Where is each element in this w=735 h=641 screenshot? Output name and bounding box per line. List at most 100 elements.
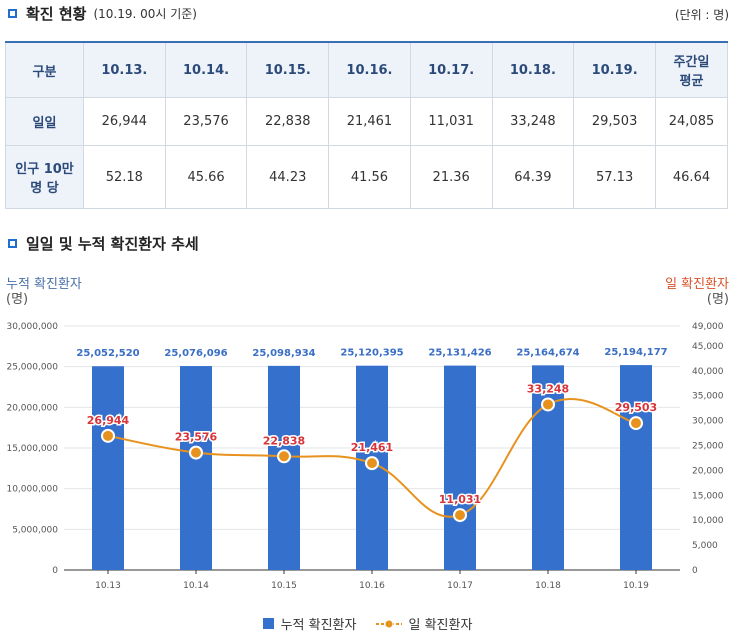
x-tick-label: 10.16 <box>359 581 385 591</box>
daily-point <box>541 397 555 412</box>
bar-data-label: 25,131,426 <box>428 348 491 359</box>
left-tick-label: 20,000,000 <box>6 403 58 413</box>
line-data-label: 11,031 <box>439 493 481 506</box>
x-tick-label: 10.18 <box>535 581 561 591</box>
line-data-label: 26,944 <box>87 414 130 427</box>
daily-point <box>453 508 467 523</box>
right-tick-label: 15,000 <box>692 491 724 501</box>
daily-point <box>189 445 203 460</box>
x-tick-label: 10.17 <box>447 581 473 591</box>
table-cell: 46.64 <box>655 145 728 209</box>
x-tick-label: 10.14 <box>183 581 209 591</box>
right-tick-label: 40,000 <box>692 367 724 377</box>
x-tick-label: 10.13 <box>95 581 121 591</box>
bar-cumulative <box>268 365 300 570</box>
table-header-row: 구분 10.13. 10.14. 10.15. 10.16. 10.17. 10.18. 10… <box>5 41 728 98</box>
daily-point <box>365 456 379 471</box>
table-header-cell: 주간일 평균 <box>655 41 728 98</box>
legend-line-swatch <box>376 619 403 628</box>
legend-label-daily: 일 확진환자 <box>408 618 473 633</box>
bar-data-label: 25,120,395 <box>340 348 403 359</box>
section-square-icon <box>8 239 17 248</box>
table-header-cell: 10.13. <box>83 41 166 98</box>
x-tick-label: 10.15 <box>271 581 297 591</box>
left-tick-label: 25,000,000 <box>6 363 58 373</box>
section-square-icon <box>8 9 17 18</box>
left-tick-label: 0 <box>52 566 58 576</box>
right-tick-label: 0 <box>692 566 698 576</box>
status-section-title: 확진 현황 (10.19. 00시 기준) <box>8 3 197 24</box>
line-data-label: 33,248 <box>527 382 569 395</box>
bar-cumulative <box>620 365 652 570</box>
table-cell: 44.23 <box>246 145 330 209</box>
right-tick-label: 30,000 <box>692 417 724 427</box>
table-header-label: 구분 <box>5 41 84 98</box>
bar-data-label: 25,098,934 <box>252 348 315 359</box>
status-table: 구분 10.13. 10.14. 10.15. 10.16. 10.17. 10.18. 10… <box>5 41 728 209</box>
line-data-label: 29,503 <box>615 401 657 414</box>
bar-data-label: 25,052,520 <box>76 348 139 359</box>
chart-section-title: 일일 및 누적 확진환자 추세 <box>8 233 199 254</box>
table-row-label: 일일 <box>5 97 84 146</box>
table-cell: 21.36 <box>409 145 493 209</box>
table-header-cell: 10.17. <box>409 41 493 98</box>
legend-item-cumulative[interactable]: 누적 확진환자 <box>262 614 357 633</box>
status-title: 확진 현황 <box>26 5 87 23</box>
table-cell: 21,461 <box>328 97 411 146</box>
table-cell: 23,576 <box>164 97 248 146</box>
table-cell: 29,503 <box>573 97 656 146</box>
right-axis-title-text: 일 확진환자 <box>665 277 729 292</box>
x-tick-label: 10.19 <box>623 581 649 591</box>
table-cell: 41.56 <box>328 145 411 209</box>
right-tick-label: 20,000 <box>692 466 724 476</box>
table-header-cell: 10.18. <box>491 41 575 98</box>
line-data-label: 22,838 <box>263 434 305 447</box>
bar-data-label: 25,164,674 <box>516 347 579 358</box>
left-axis-unit: (명) <box>6 292 29 307</box>
table-header-cell: 10.19. <box>573 41 656 98</box>
left-tick-label: 30,000,000 <box>6 322 58 332</box>
unit-label: (단위 : 명) <box>674 8 729 22</box>
right-tick-label: 10,000 <box>692 516 724 526</box>
table-cell: 52.18 <box>83 145 166 209</box>
bar-cumulative <box>92 366 124 570</box>
daily-point <box>629 416 643 431</box>
left-axis-title: 누적 확진환자 (명) <box>6 277 82 307</box>
legend-label-cumulative: 누적 확진환자 <box>280 618 357 633</box>
right-tick-label: 35,000 <box>692 392 724 402</box>
daily-point <box>277 449 291 464</box>
bar-data-label: 25,194,177 <box>604 347 667 358</box>
bar-cumulative <box>532 365 564 570</box>
right-tick-label: 5,000 <box>692 541 718 551</box>
right-tick-label: 25,000 <box>692 442 724 452</box>
chart-title: 일일 및 누적 확진환자 추세 <box>26 235 199 253</box>
right-tick-label: 49,000 <box>692 322 724 332</box>
table-row: 일일 26,944 23,576 22,838 21,461 11,031 33,248 29… <box>5 97 728 146</box>
right-axis-title: 일 확진환자 (명) <box>665 277 729 307</box>
table-cell: 57.13 <box>573 145 656 209</box>
left-tick-label: 15,000,000 <box>6 444 58 454</box>
bar-cumulative <box>180 366 212 570</box>
bar-cumulative <box>444 365 476 570</box>
legend-bar-swatch <box>262 618 274 629</box>
line-data-label: 23,576 <box>175 431 218 444</box>
table-cell: 22,838 <box>246 97 330 146</box>
table-cell: 45.66 <box>164 145 248 209</box>
table-row: 인구 10만 명 당 52.18 45.66 44.23 41.56 21.36 64.39… <box>5 145 728 209</box>
table-cell: 24,085 <box>655 97 728 146</box>
left-tick-label: 5,000,000 <box>12 525 58 535</box>
daily-point <box>101 428 115 443</box>
table-row-label: 인구 10만 명 당 <box>5 145 84 209</box>
line-data-label: 21,461 <box>351 441 393 454</box>
status-basis: (10.19. 00시 기준) <box>93 7 197 21</box>
left-axis-title-text: 누적 확진환자 <box>6 277 82 292</box>
table-cell: 64.39 <box>491 145 575 209</box>
legend-item-daily[interactable]: 일 확진환자 <box>376 614 472 633</box>
table-cell: 26,944 <box>83 97 166 146</box>
right-axis-unit: (명) <box>706 292 729 307</box>
left-tick-label: 10,000,000 <box>6 485 58 495</box>
bar-data-label: 25,076,096 <box>164 348 227 359</box>
right-tick-label: 45,000 <box>692 342 724 352</box>
chart-legend: 누적 확진환자 일 확진환자 <box>0 614 735 633</box>
